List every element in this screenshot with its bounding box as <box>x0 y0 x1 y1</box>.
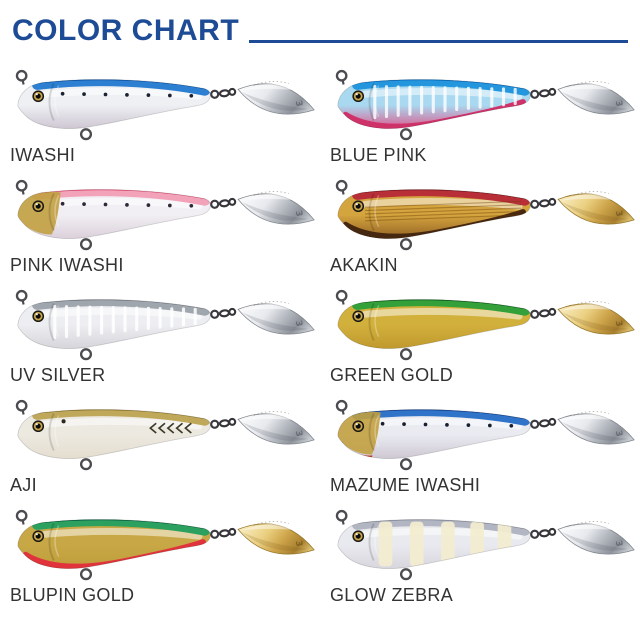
svg-text:3: 3 <box>293 540 304 548</box>
lure-image: 3 <box>328 174 640 254</box>
lure-image: 3 <box>328 284 640 364</box>
lure-image: 3 <box>328 504 640 584</box>
lure-item: 3 AKAKIN <box>320 170 640 280</box>
lure-item: 3 UV SILVER <box>0 280 320 390</box>
lure-grid: 3 IWASHI 3 BLUE PINK 3 PINK IWASHI 3 <box>0 60 640 610</box>
lure-image: 3 <box>8 394 320 474</box>
lure-item: 3 AJI <box>0 390 320 500</box>
lure-graphic: 3 <box>15 399 315 471</box>
lure-graphic: 3 <box>335 399 635 471</box>
lure-item: 3 MAZUME IWASHI <box>320 390 640 500</box>
lure-graphic: 3 <box>335 69 635 141</box>
lure-graphic: 3 <box>15 69 315 141</box>
lure-image: 3 <box>328 394 640 474</box>
lure-item: 3 BLUPIN GOLD <box>0 500 320 610</box>
lure-name: BLUPIN GOLD <box>10 585 135 605</box>
lure-name: GLOW ZEBRA <box>330 585 454 605</box>
page-header: COLOR CHART <box>0 0 640 46</box>
svg-text:3: 3 <box>613 100 624 108</box>
lure-name: BLUE PINK <box>330 145 427 165</box>
lure-name: UV SILVER <box>10 365 106 385</box>
svg-text:3: 3 <box>613 210 624 218</box>
lure-name: PINK IWASHI <box>10 255 124 275</box>
lure-name: AJI <box>10 475 37 495</box>
lure-item: 3 GLOW ZEBRA <box>320 500 640 610</box>
lure-image: 3 <box>8 64 320 144</box>
title-rule <box>249 40 628 43</box>
lure-item: 3 PINK IWASHI <box>0 170 320 280</box>
lure-name: MAZUME IWASHI <box>330 475 481 495</box>
lure-image: 3 <box>328 64 640 144</box>
page-title: COLOR CHART <box>12 14 240 47</box>
lure-image: 3 <box>8 284 320 364</box>
svg-text:3: 3 <box>613 320 624 328</box>
lure-graphic: 3 <box>335 179 635 251</box>
lure-graphic: 3 <box>15 289 315 361</box>
svg-text:3: 3 <box>293 210 304 218</box>
lure-graphic: 3 <box>15 179 315 251</box>
lure-graphic: 3 <box>335 289 635 361</box>
svg-text:3: 3 <box>613 430 624 438</box>
lure-item: 3 GREEN GOLD <box>320 280 640 390</box>
svg-text:3: 3 <box>293 320 304 328</box>
lure-image: 3 <box>8 504 320 584</box>
lure-name: IWASHI <box>10 145 76 165</box>
lure-name: AKAKIN <box>330 255 398 275</box>
lure-item: 3 BLUE PINK <box>320 60 640 170</box>
lure-graphic: 3 <box>335 509 635 581</box>
lure-name: GREEN GOLD <box>330 365 454 385</box>
svg-text:3: 3 <box>613 540 624 548</box>
lure-item: 3 IWASHI <box>0 60 320 170</box>
svg-text:3: 3 <box>293 100 304 108</box>
svg-text:3: 3 <box>293 430 304 438</box>
lure-graphic: 3 <box>15 509 315 581</box>
lure-image: 3 <box>8 174 320 254</box>
